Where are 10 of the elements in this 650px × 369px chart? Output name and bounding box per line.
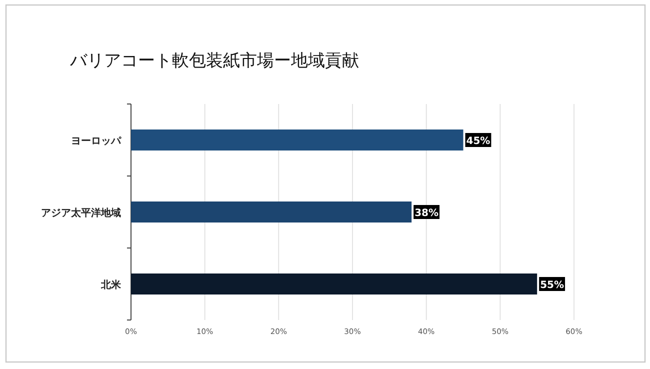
bar	[131, 202, 412, 222]
y-tick-label: 北米	[100, 279, 122, 291]
y-tick-label: ヨーロッパ	[71, 136, 122, 147]
bar	[131, 130, 464, 150]
bar	[131, 274, 538, 294]
data-label: 45%	[466, 136, 490, 147]
data-label: 38%	[414, 208, 439, 219]
data-label: 55%	[540, 280, 564, 291]
y-tick-label: アジア太平洋地域	[41, 207, 121, 219]
chart-title: バリアコート軟包装紙市場ー地域貢献	[69, 51, 359, 71]
